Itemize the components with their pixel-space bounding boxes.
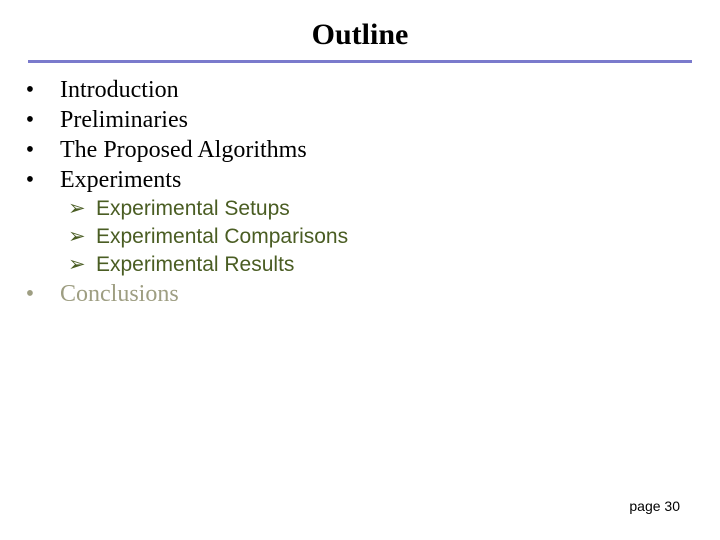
bullet-icon: •	[0, 75, 60, 105]
sub-list-item: ➢ Experimental Setups	[68, 195, 720, 223]
sub-list: ➢ Experimental Setups ➢ Experimental Com…	[0, 195, 720, 279]
sub-list-item: ➢ Experimental Comparisons	[68, 223, 720, 251]
page-number-value: 30	[664, 498, 680, 514]
list-item: • The Proposed Algorithms	[0, 135, 720, 165]
bullet-icon: •	[0, 105, 60, 135]
list-item-label: Experiments	[60, 165, 720, 195]
sub-list-item-label: Experimental Setups	[96, 195, 720, 223]
chevron-icon: ➢	[68, 251, 96, 279]
list-item: • Experiments	[0, 165, 720, 195]
bullet-icon: •	[0, 135, 60, 165]
list-item: • Preliminaries	[0, 105, 720, 135]
list-item-label: The Proposed Algorithms	[60, 135, 720, 165]
list-item-label: Introduction	[60, 75, 720, 105]
list-item-label: Preliminaries	[60, 105, 720, 135]
list-item: • Conclusions	[0, 279, 720, 309]
list-item: • Introduction	[0, 75, 720, 105]
chevron-icon: ➢	[68, 195, 96, 223]
outline-list: • Introduction • Preliminaries • The Pro…	[0, 63, 720, 309]
bullet-icon: •	[0, 165, 60, 195]
sub-list-item-label: Experimental Comparisons	[96, 223, 720, 251]
chevron-icon: ➢	[68, 223, 96, 251]
page-number-prefix: page	[629, 498, 664, 514]
slide-title: Outline	[0, 0, 720, 60]
bullet-icon: •	[0, 279, 60, 309]
page-number: page 30	[629, 498, 680, 514]
slide: Outline • Introduction • Preliminaries •…	[0, 0, 720, 540]
list-item-label: Conclusions	[60, 279, 720, 309]
sub-list-item: ➢ Experimental Results	[68, 251, 720, 279]
sub-list-item-label: Experimental Results	[96, 251, 720, 279]
